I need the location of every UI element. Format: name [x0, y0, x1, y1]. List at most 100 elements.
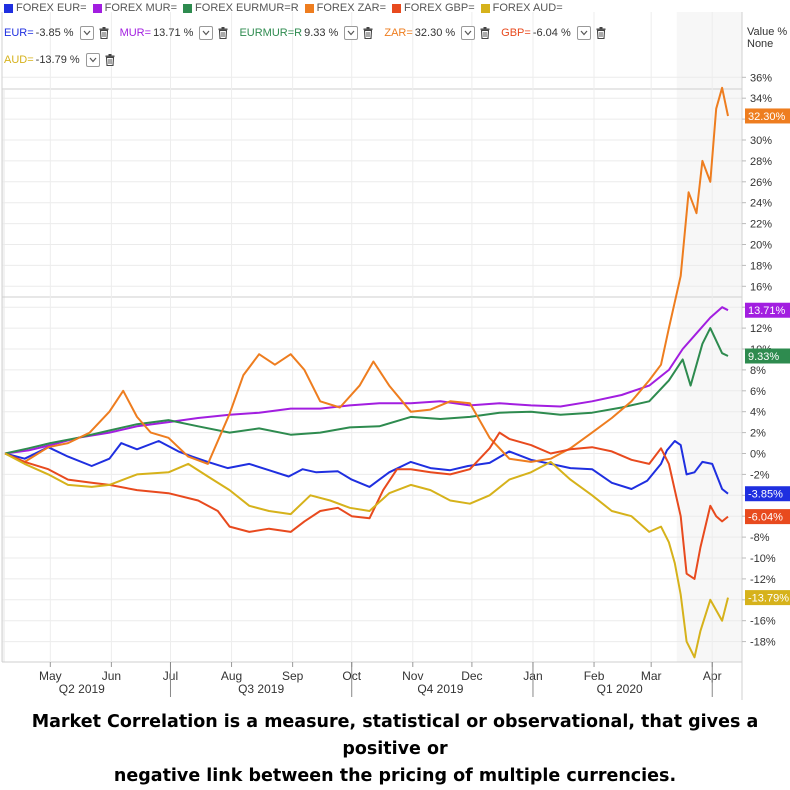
value-mode-label[interactable]: Value % None: [747, 26, 787, 50]
y-tick-label: 4%: [750, 407, 766, 419]
chevron-down-icon[interactable]: [85, 53, 100, 67]
legend-swatch: [183, 3, 193, 13]
series-value: 32.30 %: [414, 27, 456, 39]
y-tick-label: 22%: [750, 219, 772, 231]
caption-line-1: Market Correlation is a measure, statist…: [31, 712, 759, 759]
series-value: 13.71 %: [153, 27, 194, 39]
chevron-down-icon[interactable]: [461, 26, 476, 40]
y-tick-label: 2%: [750, 428, 766, 440]
plot-shade-right: [676, 12, 742, 662]
legend-label: FOREX AUD=: [492, 2, 563, 14]
legend-entry[interactable]: FOREX GBP=: [392, 2, 475, 14]
last-value-label: -3.85%: [748, 489, 783, 501]
trash-icon[interactable]: [104, 53, 116, 67]
legend-entry[interactable]: FOREX ZAR=: [304, 2, 387, 14]
series-control: ZAR= 32.30 %: [384, 26, 491, 40]
y-tick-label: 36%: [750, 72, 772, 84]
legend-swatch: [4, 3, 13, 13]
legend-label: FOREX EUR=: [16, 2, 87, 14]
trash-icon[interactable]: [217, 26, 229, 40]
y-tick-label: 12%: [750, 323, 772, 335]
x-month-label: Sep: [282, 669, 304, 683]
last-value-label: -6.04%: [748, 512, 783, 524]
y-tick-label: 16%: [750, 281, 772, 293]
caption: Market Correlation is a measure, statist…: [0, 709, 790, 790]
trash-icon[interactable]: [479, 26, 491, 40]
value-header: Value %: [747, 26, 788, 38]
chevron-down-icon[interactable]: [199, 26, 214, 40]
x-month-label: Mar: [641, 669, 662, 683]
series-control: EUR= -3.85 %: [4, 26, 110, 40]
x-quarter-label: Q4 2019: [417, 682, 463, 696]
series-control: EURMUR=R 9.33 %: [239, 26, 374, 40]
y-tick-label: 6%: [750, 386, 766, 398]
last-value-label: 13.71%: [748, 305, 786, 317]
chevron-down-icon[interactable]: [344, 26, 359, 40]
series-name: AUD=: [4, 54, 34, 66]
trash-icon[interactable]: [362, 26, 374, 40]
last-value-badge: [745, 348, 790, 364]
series-name: ZAR=: [384, 27, 413, 39]
series-name: GBP=: [501, 27, 531, 39]
last-value-label: -13.79%: [748, 593, 789, 605]
last-value-label: 9.33%: [748, 351, 779, 363]
trash-icon[interactable]: [98, 26, 110, 40]
last-value-badge: [745, 108, 790, 124]
line-chart: 36%34%32%30%28%26%24%22%20%18%16%14%12%1…: [1, 12, 790, 700]
legend-label: FOREX ZAR=: [316, 2, 387, 14]
trash-icon[interactable]: [595, 26, 607, 40]
series-control: AUD= -13.79 %: [4, 53, 116, 67]
series-controls-row-2: AUD= -13.79 %: [4, 53, 126, 67]
legend-entry[interactable]: FOREX EURMUR=R: [183, 2, 299, 14]
series-line: [4, 431, 729, 580]
x-month-label: Feb: [584, 669, 605, 683]
x-month-label: Jun: [102, 669, 121, 683]
y-tick-label: 18%: [750, 260, 772, 272]
x-quarter-label: Q1 2020: [597, 682, 643, 696]
y-tick-label: 30%: [750, 135, 772, 147]
y-tick-label: 8%: [750, 365, 766, 377]
series-legend: FOREX EUR= FOREX MUR= FOREX EURMUR=R FOREX …: [4, 2, 569, 14]
legend-label: FOREX MUR=: [104, 2, 178, 14]
last-value-badge: [745, 486, 790, 502]
legend-entry[interactable]: FOREX AUD=: [480, 2, 563, 14]
last-value-badge: [745, 590, 790, 606]
legend-entry[interactable]: FOREX MUR=: [92, 2, 178, 14]
series-line: [4, 452, 729, 659]
y-tick-label: -18%: [750, 637, 776, 649]
series-controls-row-1: EUR= -3.85 % MUR= 13.71 % EURMUR=R 9.33 % ZAR=…: [4, 26, 617, 40]
y-tick-label: -8%: [750, 532, 770, 544]
series-control: MUR= 13.71 %: [120, 26, 230, 40]
series-control: GBP= -6.04 %: [501, 26, 607, 40]
x-quarter-label: Q3 2019: [238, 682, 284, 696]
series-name: EUR=: [4, 27, 34, 39]
y-tick-label: 26%: [750, 177, 772, 189]
legend-swatch: [92, 3, 102, 13]
y-tick-label: 0%: [750, 449, 766, 461]
chevron-down-icon[interactable]: [79, 26, 94, 40]
series-value: 9.33 %: [304, 27, 339, 39]
series-line: [4, 440, 729, 495]
last-value-badge: [745, 302, 790, 318]
series-value: -3.85 %: [35, 27, 74, 39]
plot-shade-left: [2, 90, 5, 662]
y-tick-label: -12%: [750, 574, 776, 586]
legend-swatch: [304, 3, 314, 13]
y-tick-label: 28%: [750, 156, 772, 168]
y-tick-label: 24%: [750, 198, 772, 210]
legend-label: FOREX EURMUR=R: [195, 2, 299, 14]
legend-swatch: [480, 3, 490, 13]
series-value: -6.04 %: [532, 27, 571, 39]
x-month-label: Aug: [221, 669, 242, 683]
y-tick-label: -2%: [750, 469, 770, 481]
legend-entry[interactable]: FOREX EUR=: [4, 2, 87, 14]
chevron-down-icon[interactable]: [576, 26, 591, 40]
series-line: [4, 306, 729, 455]
last-value-label: 32.30%: [748, 111, 786, 123]
y-tick-label: 34%: [750, 93, 772, 105]
y-tick-label: -10%: [750, 553, 776, 565]
y-tick-label: 20%: [750, 240, 772, 252]
last-value-badge: [745, 509, 790, 525]
x-month-label: Nov: [402, 669, 423, 683]
x-quarter-label: Q2 2019: [59, 682, 105, 696]
